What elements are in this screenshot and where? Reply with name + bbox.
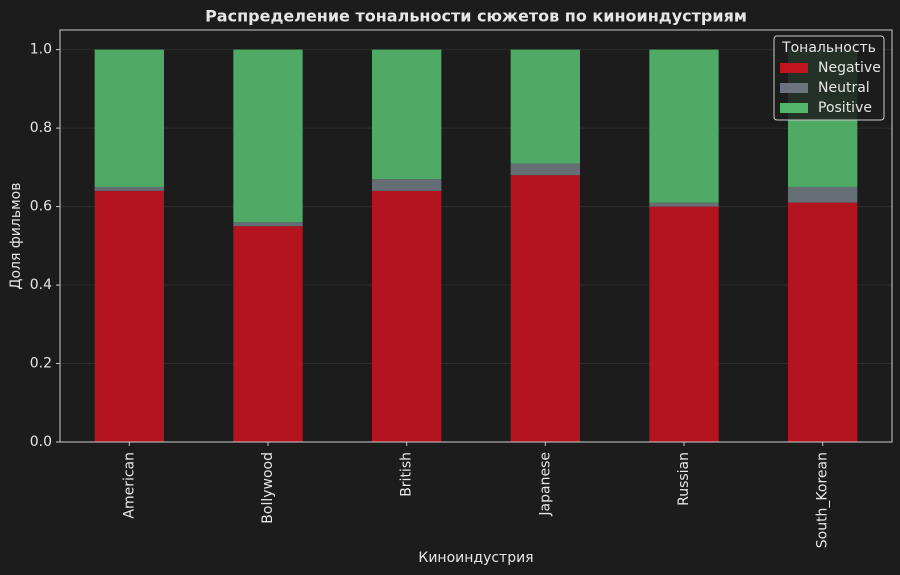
chart-title: Распределение тональности сюжетов по кин… [205,7,747,26]
bar-segment [94,49,164,187]
bar-segment [510,49,580,164]
legend-label: Neutral [818,80,870,96]
legend-swatch [780,63,808,73]
bar-segment [233,49,303,223]
bar-segment [788,186,858,203]
bar-segment [233,226,303,442]
bar-segment [372,49,442,180]
legend-swatch [780,103,808,113]
plot-frame [59,29,893,443]
bar-segment [788,202,858,442]
bar-segment [510,175,580,442]
x-tick-label: British [399,452,415,497]
legend-label: Positive [818,100,872,116]
bar-segment [649,49,719,203]
bar-segment [94,190,164,442]
y-tick-label: 0.2 [30,356,52,372]
x-tick-label: Russian [676,452,692,506]
y-tick-label: 1.0 [30,42,52,58]
bar-segment [649,206,719,442]
bar-segment [233,222,303,227]
x-tick-label: South_Korean [815,452,831,548]
bar-segment [94,186,164,191]
bar-segment [372,190,442,442]
legend-title: Тональность [781,40,876,56]
legend-label: Negative [818,60,881,76]
x-axis-label: Киноиндустрия [418,550,533,566]
bar-segment [510,163,580,176]
legend-swatch [780,83,808,93]
y-axis-label: Доля фильмов [8,183,24,290]
y-tick-label: 0.8 [30,120,52,136]
bar-segment [372,179,442,191]
bar-segment [649,202,719,207]
legend-box [773,35,885,121]
y-tick-label: 0.4 [30,277,52,293]
y-tick-label: 0.6 [30,199,52,215]
x-tick-label: American [121,452,137,519]
x-tick-label: Bollywood [260,452,276,524]
x-tick-label: Japanese [537,452,553,517]
y-tick-label: 0.0 [30,434,52,450]
